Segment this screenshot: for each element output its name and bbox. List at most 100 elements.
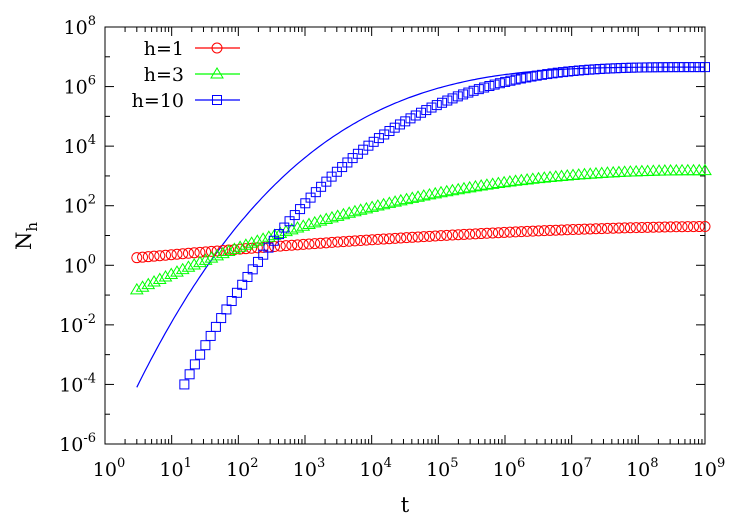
x-axis-label: t (401, 493, 410, 517)
data-point (504, 226, 516, 238)
data-point (631, 62, 642, 73)
data-point (198, 253, 213, 265)
theory-curve (136, 66, 705, 388)
data-point (447, 93, 458, 104)
data-point (296, 219, 311, 231)
data-point (590, 223, 602, 235)
data-point (393, 193, 408, 206)
data-point (365, 200, 380, 212)
data-point (211, 245, 223, 257)
x-tick-label-exp: 3 (317, 456, 325, 471)
x-tick-label-base: 10 (159, 459, 183, 481)
data-point (694, 62, 705, 73)
x-tick-label-exp: 9 (717, 456, 725, 471)
x-tick-label-base: 10 (626, 459, 650, 481)
data-point (561, 224, 573, 236)
data-point (182, 247, 194, 259)
data-point (358, 144, 369, 155)
data-point (193, 255, 207, 268)
data-point (673, 62, 684, 73)
data-point (596, 223, 608, 235)
data-point (379, 129, 390, 140)
data-point (475, 228, 487, 240)
data-point (170, 265, 184, 277)
data-point (698, 163, 712, 176)
legend-marker (211, 42, 223, 54)
x-tick-label-base: 10 (359, 459, 383, 481)
x-tick-label: 103 (293, 456, 325, 481)
data-point (579, 65, 590, 76)
data-point (363, 140, 374, 151)
data-point (399, 192, 414, 205)
data-point (601, 222, 613, 234)
data-point (154, 250, 166, 262)
data-point (313, 214, 328, 226)
data-point (426, 102, 437, 113)
data-point (394, 119, 405, 130)
data-point (267, 228, 282, 240)
data-point (204, 251, 219, 263)
data-point (189, 359, 200, 370)
data-point (142, 251, 154, 263)
data-point (452, 91, 463, 102)
y-axis-label-base: N (12, 232, 36, 250)
data-point (421, 105, 432, 116)
data-point (451, 182, 466, 195)
data-point (621, 62, 632, 73)
data-point (258, 249, 269, 260)
data-point (521, 72, 532, 83)
data-point (527, 225, 539, 237)
y-tick-label-exp: -6 (83, 431, 96, 446)
data-point (158, 270, 173, 282)
data-point (152, 272, 167, 284)
y-axis-label: Nh (12, 222, 41, 250)
data-point (289, 210, 300, 221)
data-point (135, 280, 150, 292)
data-point (238, 238, 253, 250)
data-point (405, 191, 420, 203)
data-point (353, 203, 368, 215)
y-tick-label-base: 10 (64, 255, 88, 277)
data-point (463, 87, 474, 98)
data-point (652, 62, 663, 73)
y-tick-label-base: 10 (59, 315, 83, 337)
y-tick-label-base: 10 (64, 196, 88, 218)
data-point (411, 190, 425, 202)
data-point (657, 62, 668, 73)
data-point (389, 232, 401, 244)
data-point (171, 248, 183, 260)
data-point (573, 223, 585, 235)
x-tick-label-exp: 0 (117, 456, 125, 471)
data-point (484, 81, 495, 92)
data-point (473, 84, 484, 95)
data-point (147, 275, 161, 287)
data-point (686, 163, 701, 176)
y-tick-label: 104 (64, 133, 96, 158)
y-tick-label-exp: 2 (88, 193, 96, 208)
x-tick-label-base: 10 (93, 459, 117, 481)
data-point (348, 204, 362, 217)
data-point (195, 349, 206, 360)
x-tick-label: 107 (559, 456, 591, 481)
data-point (181, 260, 196, 272)
data-point (642, 221, 654, 233)
data-point (416, 107, 427, 118)
data-point (543, 170, 557, 183)
data-point (700, 62, 710, 73)
data-point (536, 69, 547, 80)
y-tick-label: 10-6 (59, 431, 96, 456)
data-point (668, 62, 679, 73)
data-point (337, 236, 349, 248)
data-point (613, 222, 625, 234)
data-point (573, 65, 584, 76)
x-tick-label-exp: 6 (517, 456, 525, 471)
data-point (376, 197, 391, 210)
data-point (177, 248, 189, 260)
y-tick-label: 108 (64, 14, 96, 39)
data-point (464, 228, 476, 240)
data-point (439, 184, 454, 197)
data-point (410, 110, 421, 121)
data-point (552, 67, 563, 78)
series-circle (131, 221, 711, 264)
data-point (619, 222, 631, 234)
